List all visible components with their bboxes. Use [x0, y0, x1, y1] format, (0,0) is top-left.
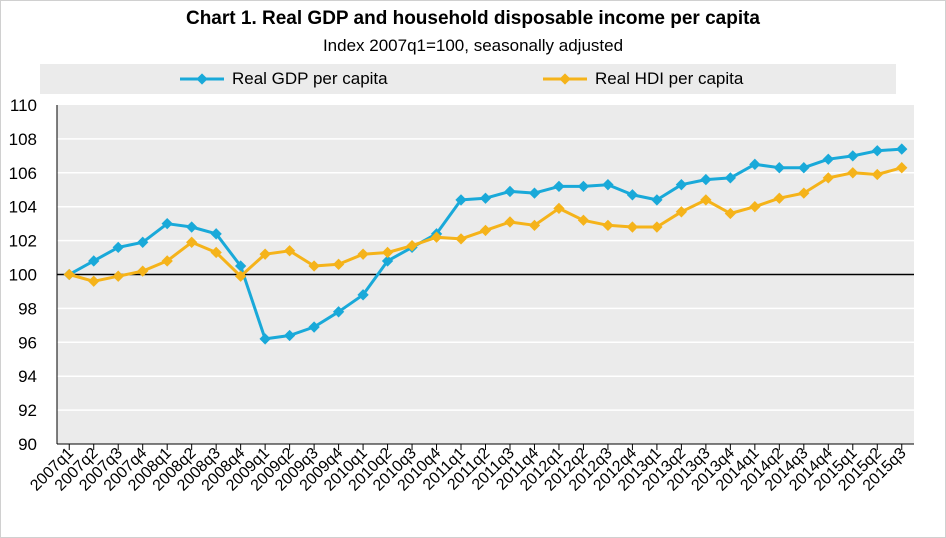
series-point-1	[430, 231, 443, 243]
series-point-0	[357, 289, 369, 301]
series-point-0	[381, 255, 394, 267]
series-point-0	[332, 306, 345, 318]
series-point-1	[896, 162, 908, 174]
series-point-0	[210, 228, 222, 240]
series-point-1	[798, 187, 810, 199]
series-point-1	[822, 172, 834, 184]
series-point-1	[137, 265, 149, 277]
series-point-1	[602, 219, 614, 232]
series-point-1	[700, 194, 712, 206]
series-point-0	[259, 333, 271, 345]
series-point-0	[602, 179, 614, 191]
series-point-1	[234, 270, 247, 282]
series-point-0	[553, 180, 565, 193]
y-tick-label: 90	[18, 435, 37, 454]
y-tick-label: 110	[10, 96, 37, 115]
series-point-0	[234, 260, 247, 272]
series-point-1	[504, 216, 516, 228]
series-point-1	[479, 224, 492, 237]
series-point-1	[577, 214, 590, 226]
y-tick-label: 106	[9, 164, 37, 183]
series-point-0	[675, 179, 688, 191]
series-point-1	[210, 246, 222, 259]
series-point-0	[773, 162, 785, 174]
series-point-1	[308, 260, 320, 272]
y-tick-label: 94	[18, 367, 37, 386]
series-point-1	[283, 245, 296, 257]
series-point-0	[822, 153, 834, 165]
series-point-1	[381, 246, 394, 259]
series-point-0	[847, 150, 859, 162]
legend-swatch-gdp	[180, 73, 224, 85]
series-point-1	[773, 192, 785, 204]
chart-title: Chart 1. Real GDP and household disposab…	[185, 8, 760, 29]
series-point-0	[308, 321, 320, 333]
series-point-0	[626, 189, 639, 201]
series-point-1	[357, 248, 369, 260]
series-point-1	[332, 258, 345, 270]
chart-subtitle: Index 2007q1=100, seasonally adjusted	[322, 36, 624, 55]
series-point-1	[406, 240, 418, 252]
series-point-0	[161, 217, 173, 230]
series-point-0	[577, 180, 590, 193]
series-point-0	[137, 236, 149, 248]
series-point-0	[504, 185, 516, 198]
legend: Real GDP per capita Real HDI per capita	[40, 64, 896, 94]
y-tick-label: 100	[9, 266, 37, 285]
series-point-1	[724, 207, 737, 220]
series-point-0	[749, 158, 761, 170]
series-point-1	[186, 236, 198, 248]
series-point-0	[896, 143, 908, 155]
series-point-0	[283, 329, 296, 342]
y-tick-label: 92	[18, 401, 37, 420]
series-point-1	[749, 201, 761, 213]
series-point-1	[553, 202, 565, 215]
y-tick-label: 104	[9, 198, 37, 217]
series-point-1	[675, 206, 688, 218]
series-point-1	[871, 168, 883, 181]
series-point-0	[651, 194, 663, 206]
series-point-0	[186, 221, 198, 233]
series-point-0	[528, 187, 541, 199]
series-point-1	[161, 255, 173, 267]
series-point-0	[724, 172, 737, 184]
series-point-1	[455, 233, 467, 245]
series-point-0	[479, 192, 492, 204]
y-tick-label: 96	[18, 333, 37, 352]
series-point-0	[700, 173, 712, 186]
series-point-0	[455, 194, 467, 206]
series-point-1	[626, 221, 639, 233]
legend-label-gdp: Real GDP per capita	[232, 69, 388, 88]
y-tick-label: 102	[9, 232, 37, 251]
y-tick-label: 98	[18, 299, 37, 318]
legend-item-hdi: Real HDI per capita	[543, 64, 743, 94]
legend-swatch-hdi	[543, 73, 587, 85]
series-point-1	[528, 219, 541, 232]
legend-label-hdi: Real HDI per capita	[595, 69, 744, 88]
series-point-1	[259, 248, 271, 260]
series-point-1	[651, 221, 663, 233]
series-point-1	[847, 167, 859, 179]
series-point-0	[871, 145, 883, 157]
series-point-0	[798, 162, 810, 174]
y-tick-label: 108	[9, 130, 37, 149]
legend-item-gdp: Real GDP per capita	[180, 64, 388, 94]
